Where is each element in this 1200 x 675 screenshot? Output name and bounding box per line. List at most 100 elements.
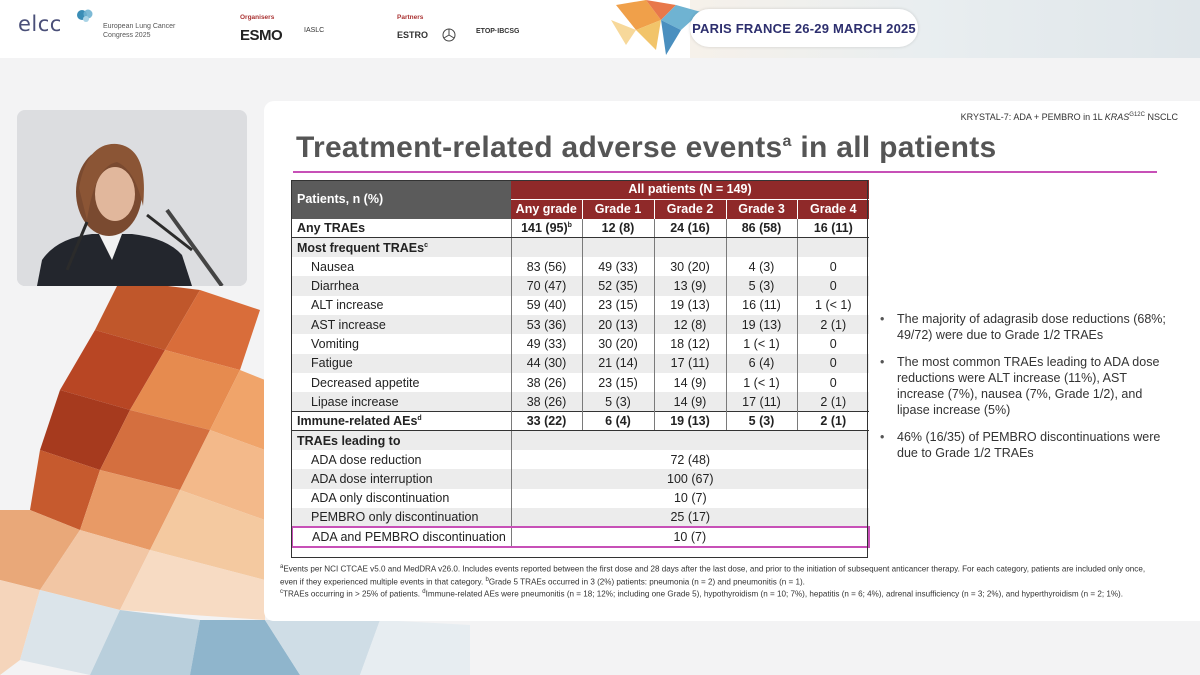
table-cell: 38 (26)	[510, 372, 582, 393]
table-row: Vomiting 49 (33) 30 (20) 18 (12) 1 (< 1)…	[292, 334, 870, 354]
logo-text: elcc	[18, 12, 62, 36]
slide-subtitle: KRYSTAL-7: ADA + PEMBRO in 1L KRASG12C N…	[961, 112, 1178, 122]
bullet-point: The most common TRAEs leading to ADA dos…	[878, 354, 1168, 418]
table-row: PEMBRO only discontinuation 25 (17)	[292, 508, 870, 528]
column-header: Grade 1	[581, 199, 654, 219]
row-footnote-mark: d	[417, 415, 422, 423]
table-cell: 59 (40)	[510, 295, 582, 316]
presentation-slide: KRYSTAL-7: ADA + PEMBRO in 1L KRASG12C N…	[264, 101, 1200, 621]
footnote-mark: c	[280, 589, 283, 596]
table-row: AST increase 53 (36) 20 (13) 12 (8) 19 (…	[292, 315, 870, 335]
table-cell: 4 (3)	[725, 257, 797, 277]
table-cell: 141 (95)b	[510, 218, 582, 239]
date-location-pill: PARIS FRANCE 26-29 MARCH 2025	[690, 9, 918, 47]
empty-cell	[510, 430, 870, 451]
table-row-any-traes: Any TRAEs 141 (95)b 12 (8) 24 (16) 86 (5…	[292, 218, 870, 239]
table-cell: 14 (9)	[653, 372, 726, 393]
estro-logo: ESTRO	[397, 30, 429, 40]
table-cell: 10 (7)	[510, 488, 870, 509]
table-cell: 49 (33)	[581, 257, 654, 277]
table-cell: 16 (11)	[725, 295, 797, 316]
table-cell: 0	[796, 276, 870, 296]
row-label: Lipase increase	[292, 392, 511, 412]
table-cell: 5 (3)	[581, 392, 654, 412]
table-cell: 1 (< 1)	[725, 372, 797, 393]
table-cell: 0	[796, 372, 870, 393]
column-header: Grade 4	[796, 199, 870, 219]
footnote-text: Immune-related AEs were pneumonitis (n =…	[425, 590, 1123, 600]
table-cell: 5 (3)	[725, 411, 797, 432]
table-cell: 30 (20)	[653, 257, 726, 277]
row-label: TRAEs leading to	[292, 430, 511, 451]
table-cell: 86 (58)	[725, 218, 797, 239]
table-cell: 44 (30)	[510, 353, 582, 373]
table-row-highlighted: ADA and PEMBRO discontinuation 10 (7)	[291, 526, 871, 548]
cell-value: 141 (95)	[521, 220, 568, 235]
background-decoration	[0, 280, 470, 675]
table-cell: 12 (8)	[653, 315, 726, 335]
table-cell: 16 (11)	[796, 218, 870, 239]
table-cell: 17 (11)	[725, 392, 797, 412]
column-header: Grade 2	[653, 199, 726, 219]
row-label: Nausea	[292, 257, 511, 277]
table-row: ADA dose interruption 100 (67)	[292, 469, 870, 489]
table-cell: 33 (22)	[510, 411, 582, 432]
subtitle-gene: KRAS	[1104, 112, 1130, 122]
table-cell: 2 (1)	[796, 392, 870, 412]
footnote-text: Events per NCI CTCAE v5.0 and MedDRA v26…	[280, 564, 1146, 587]
table-cell: 20 (13)	[581, 315, 654, 335]
table-cell: 14 (9)	[653, 392, 726, 412]
row-label: PEMBRO only discontinuation	[292, 508, 511, 528]
table-cell: 70 (47)	[510, 276, 582, 296]
table-row: ALT increase 59 (40) 23 (15) 19 (13) 16 …	[292, 295, 870, 316]
logo-dots-icon	[77, 9, 93, 22]
table-cell: 23 (15)	[581, 295, 654, 316]
table-cell: 52 (35)	[581, 276, 654, 296]
elcc-logo: elcc European Lung Cancer Congress 2025	[18, 9, 175, 39]
table-cell: 10 (7)	[510, 526, 871, 548]
row-label: Any TRAEs	[292, 218, 511, 239]
title-main: Treatment-related adverse events	[296, 131, 783, 164]
logo-subtitle: European Lung Cancer Congress 2025	[103, 23, 176, 39]
empty-cell	[653, 237, 726, 258]
empty-cell	[725, 237, 797, 258]
table-cell: 5 (3)	[725, 276, 797, 296]
table-cell: 6 (4)	[725, 353, 797, 373]
subtitle-prefix: KRYSTAL-7: ADA + PEMBRO in 1L	[960, 112, 1105, 122]
table-row-leading-heading: TRAEs leading to	[292, 430, 870, 451]
row-label: Immune-related AEsd	[292, 411, 511, 432]
slide-title: Treatment-related adverse eventsa in all…	[296, 131, 997, 165]
table-cell: 53 (36)	[510, 315, 582, 335]
section-footnote-mark: c	[424, 241, 428, 249]
table-cell: 13 (9)	[653, 276, 726, 296]
row-label: ADA and PEMBRO discontinuation	[291, 526, 511, 548]
table-row: ADA only discontinuation 10 (7)	[292, 488, 870, 509]
key-points-list: The majority of adagrasib dose reduction…	[878, 311, 1168, 472]
table-cell: 30 (20)	[581, 334, 654, 354]
footnote-mark: d	[422, 589, 426, 596]
table-cell: 1 (< 1)	[725, 334, 797, 354]
row-label: Diarrhea	[292, 276, 511, 296]
table-cell: 1 (< 1)	[796, 295, 870, 316]
table-cell: 12 (8)	[581, 218, 654, 239]
conference-header: elcc European Lung Cancer Congress 2025 …	[0, 0, 1200, 58]
footnote-mark: a	[280, 564, 284, 570]
table-cell: 19 (13)	[725, 315, 797, 335]
table-cell: 24 (16)	[653, 218, 726, 239]
table-cell: 72 (48)	[510, 450, 870, 470]
table-cell: 2 (1)	[796, 315, 870, 335]
row-label: ALT increase	[292, 295, 511, 316]
empty-cell	[796, 237, 870, 258]
table-cell: 19 (13)	[653, 411, 726, 432]
speaker-video-feed[interactable]	[17, 110, 247, 286]
table-cell: 0	[796, 257, 870, 277]
footnotes: aEvents per NCI CTCAE v5.0 and MedDRA v2…	[280, 562, 1160, 600]
bullet-point: The majority of adagrasib dose reduction…	[878, 311, 1168, 343]
table-cell: 25 (17)	[510, 508, 870, 528]
section-label: Most frequent TRAEs	[297, 240, 425, 255]
cell-footnote-mark: b	[567, 221, 572, 229]
table-cell: 100 (67)	[510, 469, 870, 489]
row-label: Most frequent TRAEsc	[292, 237, 511, 258]
partners-label: Partners	[397, 14, 424, 21]
subtitle-suffix: NSCLC	[1144, 112, 1178, 122]
